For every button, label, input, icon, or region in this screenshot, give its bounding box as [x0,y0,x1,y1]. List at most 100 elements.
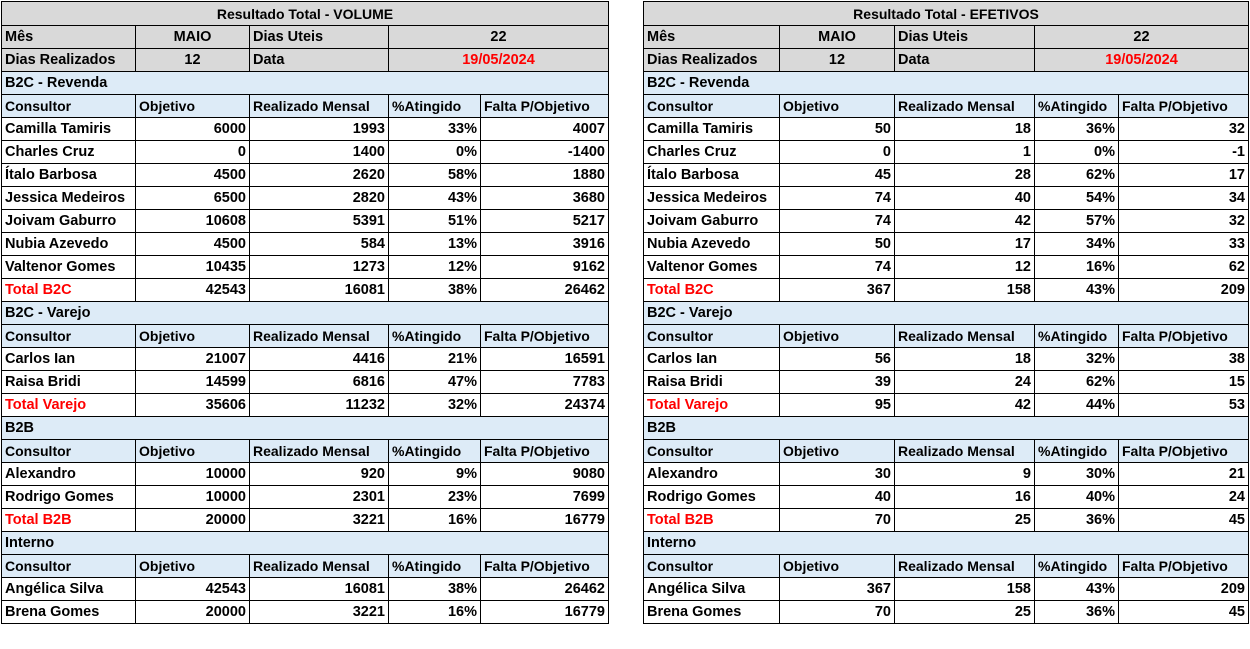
atingido-cell: 33% [388,117,481,141]
realizado-cell: 2620 [249,163,389,187]
column-header: Objetivo [779,94,895,118]
table-row: Ítalo Barbosa 45 28 62% 17 [643,163,1249,187]
section-title: B2B [643,416,1249,440]
dias-uteis-label: Dias Uteis [894,25,1035,49]
objetivo-cell: 39 [779,370,895,394]
table-row: Charles Cruz 0 1 0% -1 [643,140,1249,164]
objetivo-cell: 74 [779,255,895,279]
section-header-row: B2C - Revenda [643,71,1249,95]
atingido-cell: 16% [1034,255,1119,279]
falta-cell: 33 [1118,232,1249,256]
section-title: B2B [1,416,609,440]
falta-cell: 9162 [480,255,609,279]
data-label: Data [249,48,389,72]
total-objetivo-cell: 70 [779,508,895,532]
falta-cell: -1 [1118,140,1249,164]
falta-cell: 26462 [480,577,609,601]
falta-cell: 9080 [480,462,609,486]
column-header: Objetivo [135,94,250,118]
objetivo-cell: 4500 [135,163,250,187]
total-realizado-cell: 25 [894,508,1035,532]
total-row: Total B2B 20000 3221 16% 16779 [1,508,609,532]
total-objetivo-cell: 367 [779,278,895,302]
total-realizado-cell: 16081 [249,278,389,302]
title-row: Resultado Total - EFETIVOS [643,1,1249,26]
volume-table: Resultado Total - VOLUME Mês MAIO Dias Utei… [1,1,609,624]
table-row: Camilla Tamiris 50 18 36% 32 [643,117,1249,141]
mes-row: Mês MAIO Dias Uteis 22 [643,25,1249,49]
total-falta-cell: 24374 [480,393,609,417]
falta-cell: 209 [1118,577,1249,601]
falta-cell: 21 [1118,462,1249,486]
consultor-cell: Charles Cruz [643,140,780,164]
dias-uteis-value: 22 [388,25,609,49]
column-header: Realizado Mensal [894,94,1035,118]
objetivo-cell: 0 [779,140,895,164]
column-header-row: Consultor Objetivo Realizado Mensal %Atingi… [1,554,609,578]
volume-panel: Resultado Total - VOLUME Mês MAIO Dias Utei… [1,1,609,624]
data-value: 19/05/2024 [1034,48,1249,72]
total-realizado-cell: 158 [894,278,1035,302]
table-row: Carlos Ian 56 18 32% 38 [643,347,1249,371]
consultor-cell: Joivam Gaburro [1,209,136,233]
falta-cell: 34 [1118,186,1249,210]
consultor-cell: Jessica Medeiros [643,186,780,210]
realizado-cell: 9 [894,462,1035,486]
dias-uteis-label: Dias Uteis [249,25,389,49]
atingido-cell: 23% [388,485,481,509]
dias-realizados-value: 12 [135,48,250,72]
table-row: Carlos Ian 21007 4416 21% 16591 [1,347,609,371]
objetivo-cell: 50 [779,117,895,141]
table-row: Brena Gomes 70 25 36% 45 [643,600,1249,624]
falta-cell: 62 [1118,255,1249,279]
falta-cell: 16591 [480,347,609,371]
section-header-row: B2C - Revenda [1,71,609,95]
objetivo-cell: 70 [779,600,895,624]
objetivo-cell: 6000 [135,117,250,141]
section-header-row: B2B [643,416,1249,440]
objetivo-cell: 4500 [135,232,250,256]
column-header: Falta P/Objetivo [480,439,609,463]
table-row: Camilla Tamiris 6000 1993 33% 4007 [1,117,609,141]
table-row: Alexandro 30 9 30% 21 [643,462,1249,486]
falta-cell: 32 [1118,117,1249,141]
consultor-cell: Joivam Gaburro [643,209,780,233]
realizado-cell: 158 [894,577,1035,601]
falta-cell: 45 [1118,600,1249,624]
column-header: %Atingido [388,439,481,463]
total-atingido-cell: 43% [1034,278,1119,302]
column-header-row: Consultor Objetivo Realizado Mensal %Atingi… [643,324,1249,348]
objetivo-cell: 50 [779,232,895,256]
atingido-cell: 43% [1034,577,1119,601]
objetivo-cell: 0 [135,140,250,164]
falta-cell: 16779 [480,600,609,624]
consultor-cell: Brena Gomes [1,600,136,624]
column-header: Realizado Mensal [249,439,389,463]
atingido-cell: 9% [388,462,481,486]
objetivo-cell: 45 [779,163,895,187]
table-row: Angélica Silva 42543 16081 38% 26462 [1,577,609,601]
column-header: Realizado Mensal [894,324,1035,348]
column-header: Objetivo [135,554,250,578]
table-row: Valtenor Gomes 10435 1273 12% 9162 [1,255,609,279]
realizado-cell: 25 [894,600,1035,624]
column-header-row: Consultor Objetivo Realizado Mensal %Atingi… [1,439,609,463]
data-label: Data [894,48,1035,72]
realizado-cell: 584 [249,232,389,256]
column-header: Consultor [643,439,780,463]
column-header: Falta P/Objetivo [480,94,609,118]
realizado-cell: 42 [894,209,1035,233]
falta-cell: 17 [1118,163,1249,187]
falta-cell: 7783 [480,370,609,394]
atingido-cell: 34% [1034,232,1119,256]
consultor-cell: Nubia Azevedo [643,232,780,256]
column-header: Falta P/Objetivo [480,324,609,348]
column-header: Falta P/Objetivo [1118,439,1249,463]
table-row: Joivam Gaburro 10608 5391 51% 5217 [1,209,609,233]
dias-realizados-row: Dias Realizados 12 Data 19/05/2024 [1,48,609,72]
realizado-cell: 1993 [249,117,389,141]
table-row: Joivam Gaburro 74 42 57% 32 [643,209,1249,233]
consultor-cell: Ítalo Barbosa [1,163,136,187]
realizado-cell: 2301 [249,485,389,509]
column-header: %Atingido [1034,324,1119,348]
